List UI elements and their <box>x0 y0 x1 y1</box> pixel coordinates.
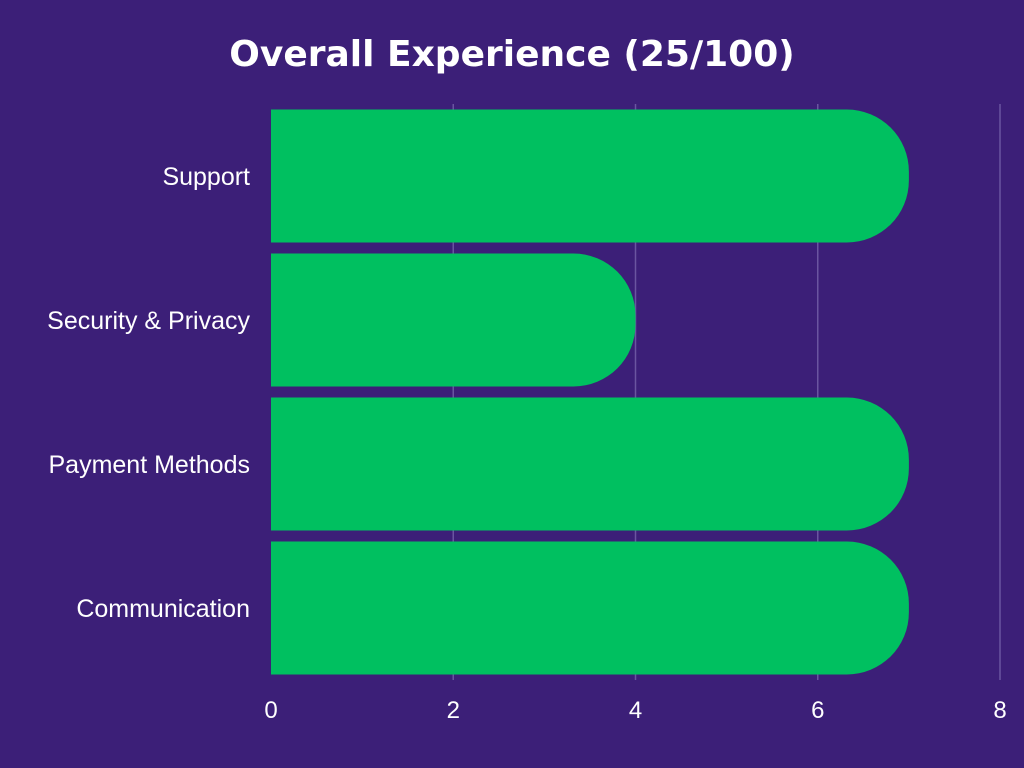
category-label: Support <box>162 163 250 191</box>
chart-title: Overall Experience (25/100) <box>229 34 794 75</box>
bars <box>271 109 909 675</box>
category-labels: Support Security & Privacy Payment Methods… <box>47 163 250 623</box>
x-tick-label: 2 <box>447 697 460 724</box>
bar-payment-methods <box>271 397 909 531</box>
category-label: Payment Methods <box>49 451 251 479</box>
x-tick-label: 6 <box>811 697 824 724</box>
x-tick-label: 4 <box>629 697 642 724</box>
bar-support <box>271 109 909 243</box>
x-tick-label: 0 <box>264 697 277 724</box>
bar-security-privacy <box>271 253 636 387</box>
category-label: Communication <box>76 595 250 623</box>
x-tick-label: 8 <box>993 697 1006 724</box>
category-label: Security & Privacy <box>47 307 250 335</box>
bar-communication <box>271 541 909 675</box>
x-tick-labels: 0 2 4 6 8 <box>264 697 1006 724</box>
